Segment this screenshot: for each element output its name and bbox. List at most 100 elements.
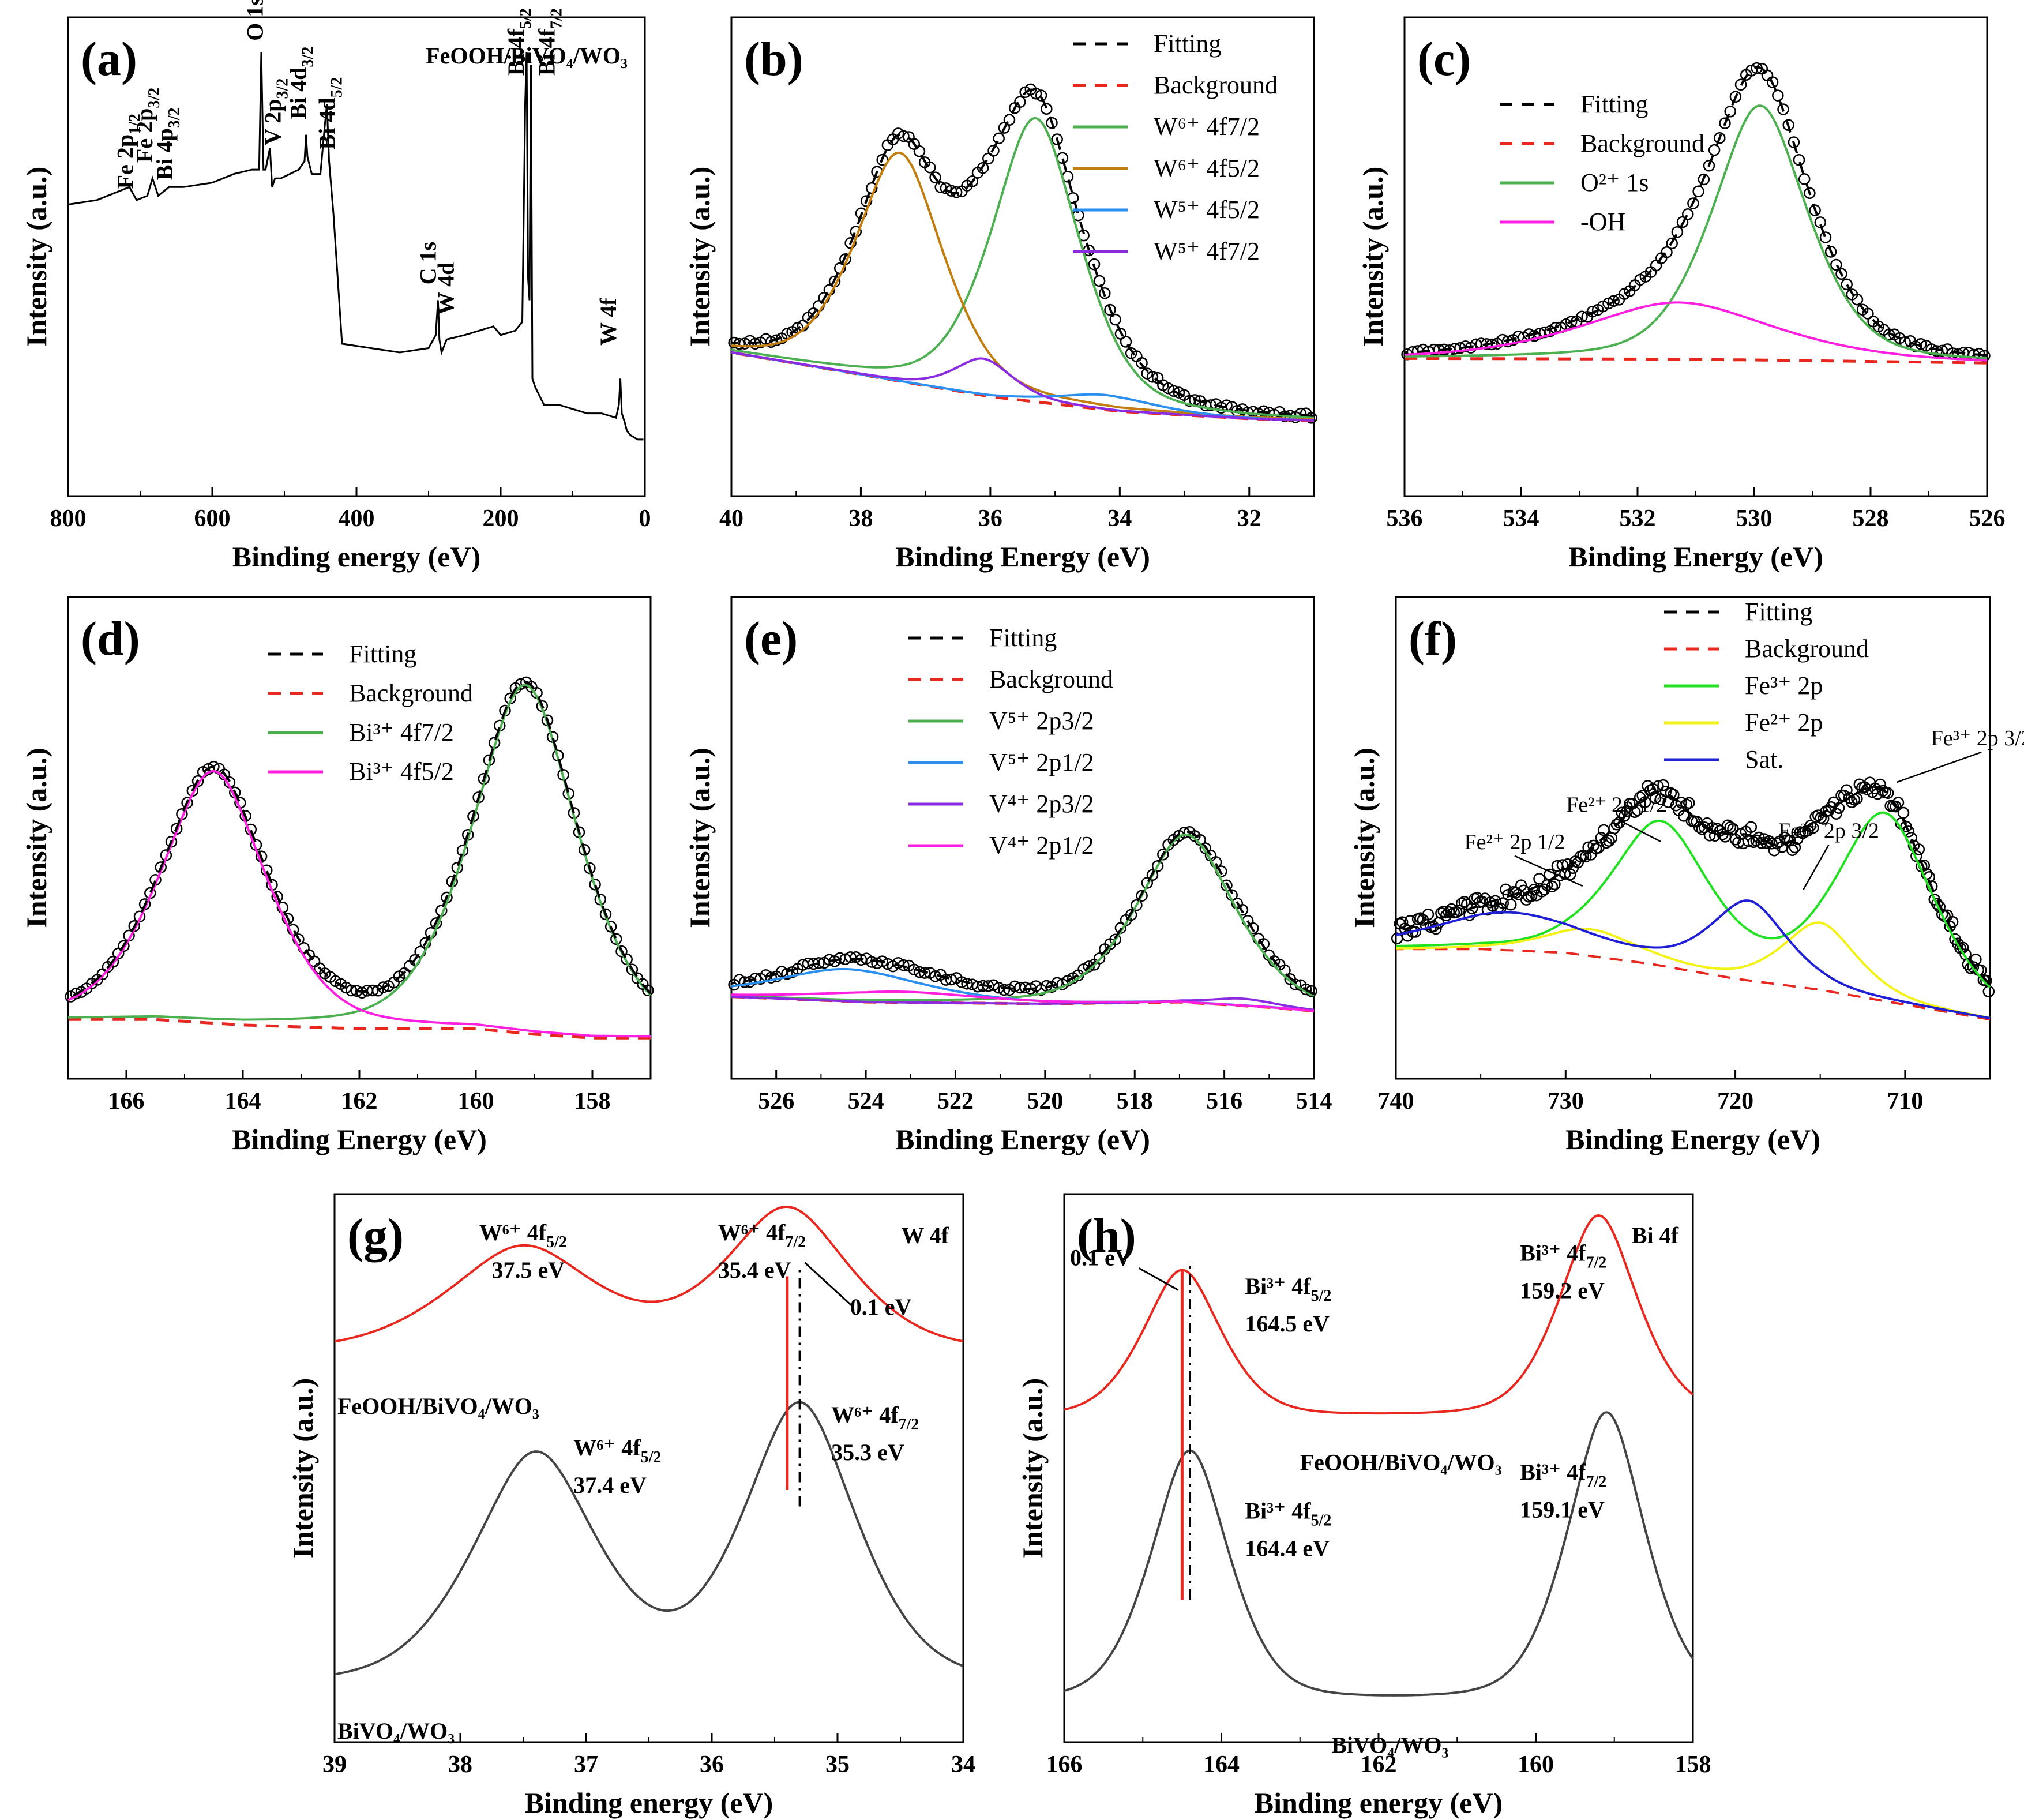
panel-c: 536 534 532 530 528 526 Binding Energy (eV) Int… [1357,16,2006,573]
panel-label: (g) [347,1209,404,1263]
data-point [1750,834,1762,847]
series-line [731,833,1315,1001]
x-tick-label: 526 [1969,505,2006,532]
series-line-feooh [1064,1214,1694,1415]
x-tick-label: 158 [574,1088,611,1114]
legend-label: Background [989,665,1113,693]
peak-label: Bi 4f5/2 [503,8,535,76]
x-tick-label: 36 [700,1751,724,1778]
series-line [731,117,1315,419]
x-tick-label: 37 [574,1751,598,1778]
data-point [1687,197,1699,209]
x-tick-label: 38 [848,505,873,532]
x-tick-label: 532 [1620,505,1656,532]
data-point [112,947,125,959]
data-point [1173,386,1185,399]
data-point [1114,328,1127,340]
data-point [1777,103,1789,115]
data-point [1581,311,1594,323]
peak-label-sub: 1/2 [126,114,144,134]
data-point [1809,810,1822,823]
peak-value: 35.4 eV [718,1257,791,1283]
data-point [1740,825,1752,838]
peak-label: Bi³⁺ 4f5/2 [1245,1498,1331,1530]
peak-label-sub: 7/2 [548,8,566,29]
peak-label: W 4d [433,262,459,316]
x-axis-label: Binding energy (eV) [232,541,481,573]
legend: Fitting Background Fe³⁺ 2p Fe²⁺ 2p Sat. [1664,598,1869,774]
x-axis-label: Binding Energy (eV) [895,1123,1150,1155]
peak-label-sub: 3/2 [166,107,183,128]
legend-label: Background [1580,129,1704,157]
raw-data-points [1401,62,1991,362]
data-point [1051,133,1063,145]
legend: Fitting Background V⁵⁺ 2p3/2 V⁵⁺ 2p1/2 V⁴⁺ 2… [908,624,1113,860]
panel-label: (f) [1409,612,1457,666]
data-point [1125,347,1137,359]
chart-title: W 4f [901,1222,949,1248]
y-axis-label: Intensity (a.u.) [20,167,52,347]
data-point [1848,794,1861,806]
data-point [1804,187,1816,199]
peak-value: 37.4 eV [573,1472,647,1498]
x-tick-label: 600 [194,505,231,532]
data-point [1120,336,1132,348]
x-tick-label: 800 [50,505,87,532]
chart-title: Bi 4f [1632,1222,1679,1248]
x-tick-label: 36 [978,505,1002,532]
panel-label: (a) [81,32,137,86]
series-line [67,770,651,1038]
series-name-label: BiVO₄/WO₃ [337,1718,455,1744]
x-tick-label: 158 [1675,1751,1711,1778]
data-point [1437,905,1450,918]
data-point [982,152,994,165]
data-point [1711,823,1723,835]
shift-label: 0.1 eV [1070,1245,1132,1271]
x-tick-label: 514 [1296,1088,1332,1114]
x-tick-label: 166 [1046,1751,1083,1778]
series-line [1405,357,1988,365]
x-tick-label: 516 [1206,1088,1242,1114]
peak-annotation: Fe³⁺ 2p 3/2 [1931,726,2024,750]
data-point [1724,105,1736,118]
data-point [1591,303,1604,316]
peak-label-main: Bi³⁺ 4f [1520,1240,1586,1266]
x-tick-label: 164 [225,1088,261,1114]
data-point [1455,897,1468,910]
x-tick-label: 536 [1387,505,1423,532]
peak-label-main: W 4d [433,262,459,316]
legend-label: Fitting [1154,29,1221,58]
x-tick-label: 200 [483,505,519,532]
series-line [731,151,1315,421]
raw-data-points [1391,776,1995,997]
peak-label-main: Bi³⁺ 4f [1245,1498,1311,1524]
peak-label-main: Bi³⁺ 4f [1245,1273,1311,1299]
data-point [1151,371,1164,384]
data-point [520,676,532,689]
data-point [934,181,947,193]
peak-label-main: W⁶⁺ 4f [479,1219,547,1245]
data-point [1814,216,1827,228]
panel-label: (e) [744,612,798,666]
data-point [1830,258,1842,271]
data-point [998,984,1011,996]
peak-label-main: Fe 2p [132,108,157,163]
legend: Fitting Background W⁶⁺ 4f7/2 W⁶⁺ 4f5/2 W⁵⁺ 4… [1073,29,1278,265]
data-point [993,132,1005,145]
peak-label: W⁶⁺ 4f5/2 [479,1219,567,1251]
data-point [1798,173,1811,185]
x-tick-label: 160 [458,1088,494,1114]
data-point [1157,849,1169,861]
data-point [1041,103,1053,115]
series-line [1396,921,1991,1019]
series-line-feooh [334,1206,964,1343]
data-point [1019,86,1031,99]
data-point [966,978,979,990]
data-point [860,195,873,207]
peak-annotation: Fe²⁺ 2p 1/2 [1464,830,1565,854]
x-tick-label: 166 [108,1088,145,1114]
data-point [1598,824,1610,836]
data-point [961,978,973,990]
panel-b-frame [730,16,1315,497]
x-tick-label: 160 [1518,1751,1554,1778]
